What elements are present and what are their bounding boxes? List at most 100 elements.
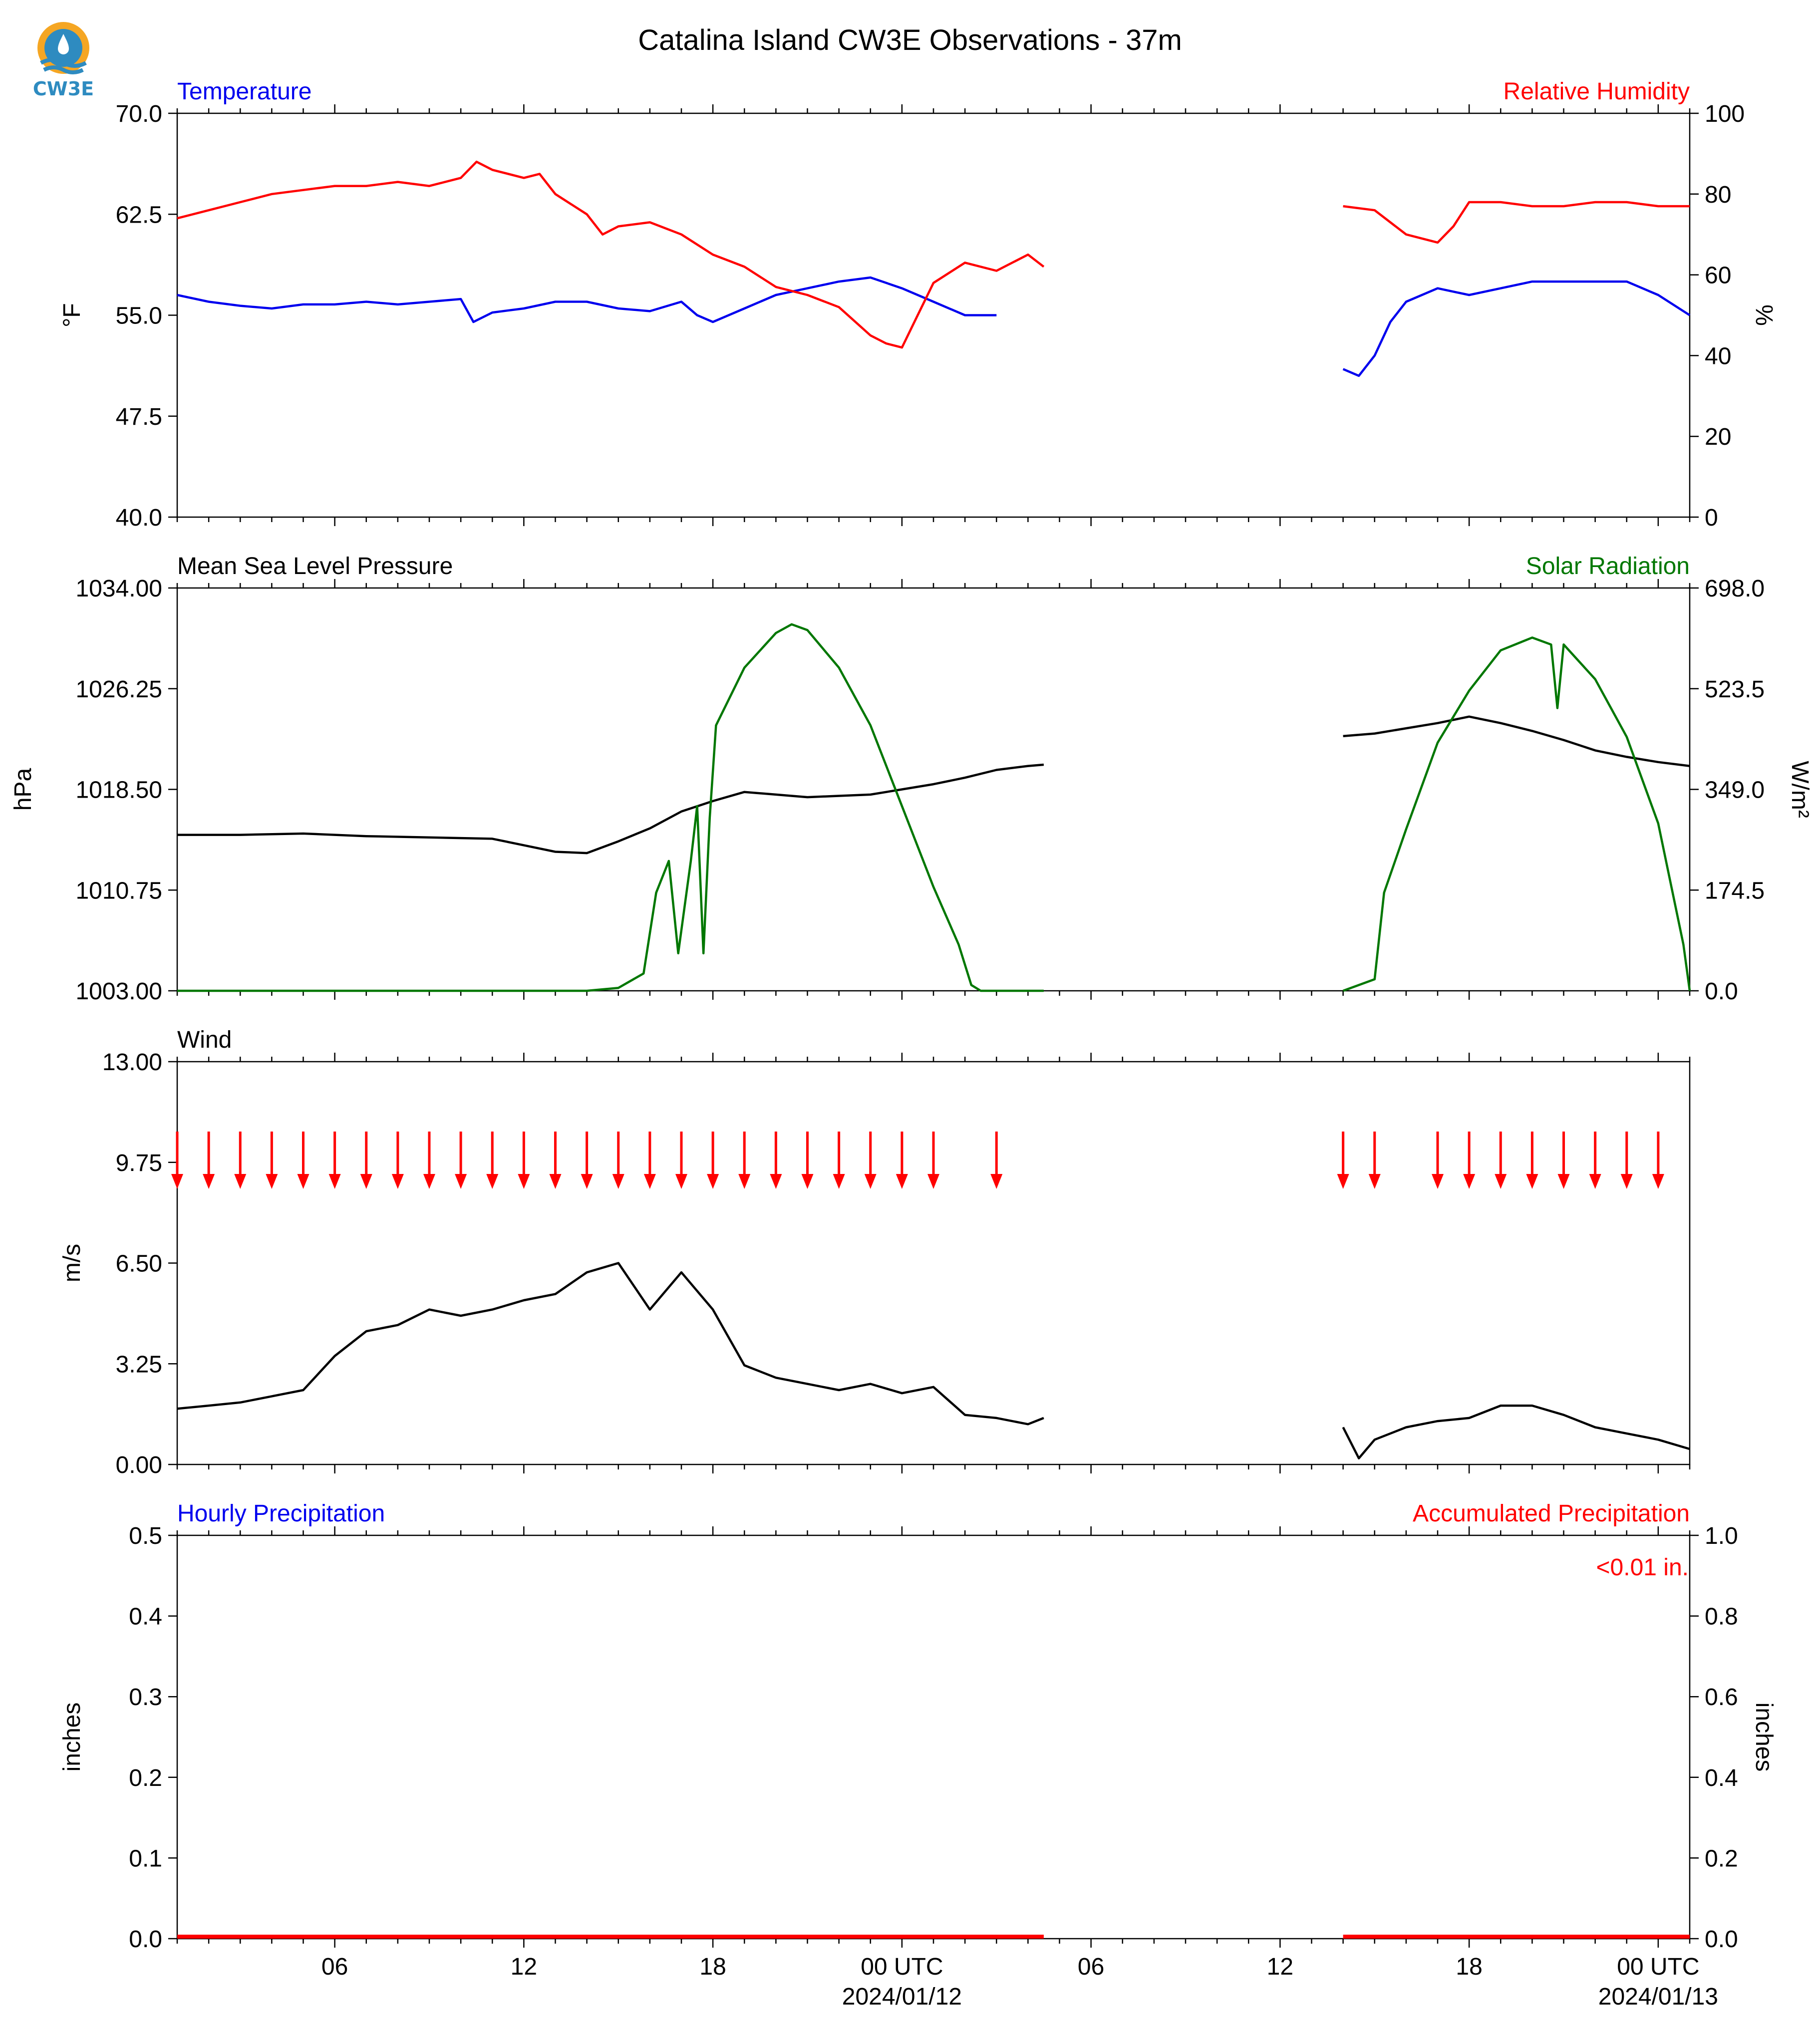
y-tick-label-right: 174.5 (1705, 877, 1765, 904)
wind-arrow-head (864, 1174, 877, 1189)
wind-arrow-head (486, 1174, 499, 1189)
y-tick-label-left: 1018.50 (75, 777, 162, 804)
logo-text: CW3E (32, 78, 94, 100)
wind-arrow-head (801, 1174, 814, 1189)
panel-frame (176, 1534, 1691, 1940)
y-tick-label-right: 349.0 (1705, 777, 1765, 804)
y-tick-label-right: 40 (1705, 343, 1731, 369)
y-tick-label-left: 0.5 (129, 1523, 162, 1549)
y-axis-label-right: W/m² (1787, 761, 1813, 818)
wind-arrow-head (549, 1174, 562, 1189)
logo-emblem-icon (37, 22, 89, 74)
wind-arrow-head (1463, 1174, 1476, 1189)
y-tick-label-left: 55.0 (116, 303, 162, 329)
series-line-temperature (177, 276, 997, 323)
wind-arrow-head (328, 1174, 341, 1189)
wind-arrow-head (1557, 1174, 1570, 1189)
wind-arrow-head (927, 1174, 939, 1189)
y-tick-label-right: 0.0 (1705, 1926, 1738, 1953)
y-tick-label-right: 100 (1705, 101, 1745, 127)
panel-title-left: Mean Sea Level Pressure (177, 553, 453, 579)
series-line-solar-radiation (177, 623, 1044, 992)
panel-pressure-solar: 1003.00 1010.75 1018.50 1026.25 1034.00 0.0 17… (10, 553, 1813, 1005)
panel-title-left: Temperature (177, 78, 311, 105)
wind-arrow-head (581, 1174, 593, 1189)
series-line-temperature (1342, 280, 1691, 377)
wind-arrow-head (707, 1174, 719, 1189)
y-tick-label-left: 0.4 (129, 1604, 162, 1630)
wind-arrow-head (738, 1174, 751, 1189)
y-tick-label-right: 0.4 (1705, 1765, 1738, 1791)
y-axis-label-left: m/s (59, 1244, 85, 1282)
y-tick-label-left: 0.00 (116, 1452, 162, 1478)
series-line-solar-radiation (1342, 636, 1691, 992)
wind-arrow-head (1589, 1174, 1601, 1189)
x-tick-label: 12 (1267, 1954, 1293, 1980)
x-date-label: 2024/01/12 (842, 1984, 962, 2010)
series-line-wind (177, 1262, 1044, 1426)
wind-arrow-head (518, 1174, 530, 1189)
precip-annotation: <0.01 in. (1596, 1554, 1689, 1581)
y-tick-label-left: 0.3 (129, 1684, 162, 1711)
wind-arrow-head (833, 1174, 845, 1189)
wind-arrow-head (1652, 1174, 1664, 1189)
wind-arrow-head (1526, 1174, 1538, 1189)
figure-title: Catalina Island CW3E Observations - 37m (638, 24, 1182, 56)
panel-wind: 0.00 3.25 6.50 9.75 13.00 Wind m/s (59, 1027, 1691, 1478)
y-tick-label-right: 0.2 (1705, 1845, 1738, 1872)
series-line-relative-humidity (177, 160, 1045, 349)
panel-frame (176, 112, 1691, 518)
chart-panels: 40.0 47.5 55.0 62.5 70.0 0 20 40 60 80 100 Temperat… (10, 78, 1813, 2010)
y-tick-label-right: 0 (1705, 505, 1718, 531)
wind-arrow-head (234, 1174, 247, 1189)
wind-arrow-head (1368, 1174, 1381, 1189)
x-tick-label: 00 UTC (861, 1954, 943, 1980)
wind-arrow-head (1337, 1174, 1349, 1189)
wind-arrow-head (770, 1174, 782, 1189)
y-tick-label-left: 70.0 (116, 101, 162, 127)
y-tick-label-right: 698.0 (1705, 576, 1765, 602)
y-tick-label-left: 1034.00 (75, 576, 162, 602)
panel-title-right: Accumulated Precipitation (1413, 1500, 1690, 1527)
x-tick-label: 18 (1456, 1954, 1482, 1980)
y-tick-label-right: 523.5 (1705, 676, 1765, 703)
y-tick-label-left: 0.2 (129, 1765, 162, 1791)
wind-arrow-head (1620, 1174, 1633, 1189)
y-axis-label-left: inches (59, 1703, 85, 1772)
panel-frame (176, 587, 1691, 992)
y-tick-label-left: 40.0 (116, 505, 162, 531)
wind-arrow-head (612, 1174, 624, 1189)
y-tick-label-left: 1010.75 (75, 877, 162, 904)
panel-frame (176, 1061, 1691, 1465)
y-tick-label-left: 47.5 (116, 404, 162, 430)
cw3e-logo: CW3E (31, 19, 96, 104)
y-tick-label-left: 13.00 (102, 1049, 162, 1076)
y-tick-label-left: 0.1 (129, 1845, 162, 1872)
wind-arrow-head (203, 1174, 215, 1189)
y-tick-label-right: 0.0 (1705, 978, 1738, 1005)
x-tick-label: 00 UTC (1617, 1954, 1699, 1980)
x-tick-label: 06 (321, 1954, 348, 1980)
panel-precipitation: 0.0 0.1 0.2 0.3 0.4 0.5 0.0 0.2 0.4 0.6 0.8 1.0 Hour… (59, 1500, 1777, 2010)
x-tick-label: 12 (511, 1954, 537, 1980)
y-axis-label-left: °F (59, 303, 85, 327)
series-line-relative-humidity (1343, 201, 1690, 244)
x-tick-label: 06 (1078, 1954, 1104, 1980)
wind-arrow-head (896, 1174, 908, 1189)
y-tick-label-left: 62.5 (116, 202, 162, 228)
y-tick-label-left: 3.25 (116, 1351, 162, 1378)
panel-title-left: Wind (177, 1027, 232, 1053)
y-tick-label-left: 1003.00 (75, 978, 162, 1005)
y-tick-label-left: 9.75 (116, 1150, 162, 1176)
wind-arrow-head (360, 1174, 372, 1189)
x-date-label: 2024/01/13 (1598, 1984, 1718, 2010)
y-tick-label-right: 20 (1705, 424, 1731, 450)
panel-title-right: Relative Humidity (1504, 78, 1690, 105)
panel-title-right: Solar Radiation (1526, 553, 1690, 579)
wind-arrow-head (643, 1174, 656, 1189)
wind-arrow-head (1495, 1174, 1507, 1189)
y-tick-label-left: 0.0 (129, 1926, 162, 1953)
wind-arrow-head (266, 1174, 278, 1189)
series-line-mean-sea-level-pressure (1343, 715, 1690, 767)
